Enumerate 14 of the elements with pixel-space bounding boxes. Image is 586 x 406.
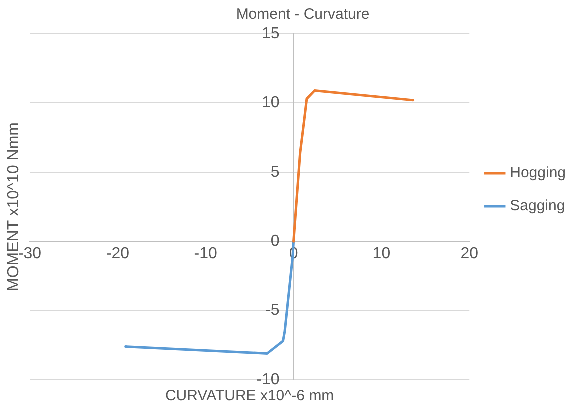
x-tick-label: -20: [106, 246, 130, 263]
legend-label: Sagging: [510, 198, 566, 215]
chart-title: Moment - Curvature: [236, 6, 370, 24]
y-tick-label: 0: [270, 233, 280, 250]
y-tick-label: 10: [262, 94, 280, 112]
y-tick-label: 15: [262, 25, 280, 42]
x-axis-title: CURVATURE x10^-6 mm: [165, 388, 334, 405]
y-tick-label: 5: [270, 164, 280, 181]
y-tick-label: -10: [256, 371, 280, 388]
x-tick-label: 20: [460, 246, 479, 263]
y-tick-label: -5: [266, 302, 280, 320]
legend-label: Hogging: [510, 164, 566, 182]
x-tick-label: 10: [372, 246, 391, 263]
x-tick-label: -10: [194, 246, 218, 263]
